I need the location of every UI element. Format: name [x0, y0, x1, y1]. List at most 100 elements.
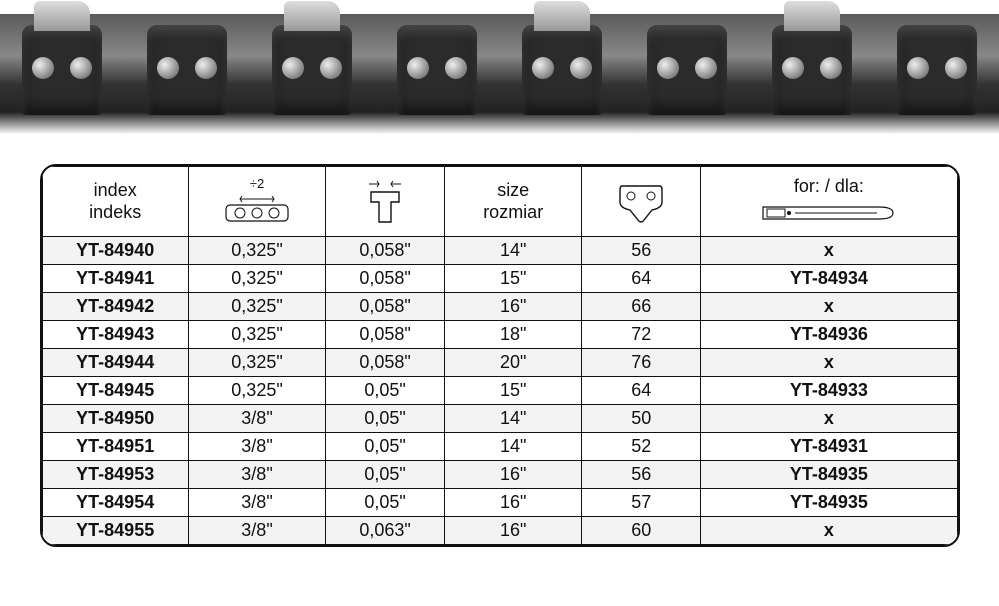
spec-table: index indeks ÷2 [42, 166, 958, 545]
table-cell: YT-84950 [42, 405, 188, 433]
table-cell: 16" [445, 489, 582, 517]
table-cell: 3/8" [188, 461, 325, 489]
table-cell: 16" [445, 517, 582, 545]
pitch-icon [220, 193, 294, 227]
guide-bar-icon [759, 199, 899, 227]
table-cell: 60 [582, 517, 701, 545]
table-cell: 15" [445, 377, 582, 405]
table-cell: 72 [582, 321, 701, 349]
gauge-icon [365, 178, 405, 226]
table-row: YT-849420,325"0,058"16"66x [42, 293, 957, 321]
table-cell: 0,325" [188, 265, 325, 293]
table-cell: 14" [445, 237, 582, 265]
table-cell: 0,325" [188, 237, 325, 265]
col-header-index: index indeks [42, 167, 188, 237]
table-cell: YT-84935 [701, 489, 957, 517]
table-cell: YT-84954 [42, 489, 188, 517]
spec-table-container: index indeks ÷2 [40, 164, 960, 547]
table-cell: 0,325" [188, 321, 325, 349]
table-cell: YT-84935 [701, 461, 957, 489]
table-cell: 0,058" [326, 349, 445, 377]
table-cell: 0,058" [326, 321, 445, 349]
table-cell: 56 [582, 461, 701, 489]
table-cell: 14" [445, 433, 582, 461]
chain-link [147, 25, 227, 115]
table-cell: YT-84951 [42, 433, 188, 461]
table-cell: YT-84943 [42, 321, 188, 349]
table-cell: 57 [582, 489, 701, 517]
table-cell: YT-84936 [701, 321, 957, 349]
chainsaw-chain-photo [0, 0, 999, 140]
table-cell: 64 [582, 377, 701, 405]
chain-link [22, 25, 102, 115]
table-cell: 3/8" [188, 433, 325, 461]
table-cell: YT-84933 [701, 377, 957, 405]
table-cell: YT-84934 [701, 265, 957, 293]
table-cell: 56 [582, 237, 701, 265]
table-row: YT-849450,325"0,05"15"64YT-84933 [42, 377, 957, 405]
table-cell: 64 [582, 265, 701, 293]
table-cell: 0,058" [326, 293, 445, 321]
table-cell: YT-84945 [42, 377, 188, 405]
table-row: YT-849513/8"0,05"14"52YT-84931 [42, 433, 957, 461]
table-cell: 76 [582, 349, 701, 377]
table-cell: 18" [445, 321, 582, 349]
table-cell: YT-84953 [42, 461, 188, 489]
pitch-divide-label: ÷2 [250, 176, 264, 192]
col-header-for: for: / dla: [701, 167, 957, 237]
table-cell: x [701, 349, 957, 377]
table-cell: 16" [445, 293, 582, 321]
table-cell: YT-84944 [42, 349, 188, 377]
table-row: YT-849553/8"0,063"16"60x [42, 517, 957, 545]
table-cell: 0,05" [326, 489, 445, 517]
table-cell: 3/8" [188, 489, 325, 517]
table-cell: 0,05" [326, 405, 445, 433]
table-cell: 3/8" [188, 405, 325, 433]
table-cell: 0,063" [326, 517, 445, 545]
table-row: YT-849543/8"0,05"16"57YT-84935 [42, 489, 957, 517]
table-cell: x [701, 237, 957, 265]
table-row: YT-849503/8"0,05"14"50x [42, 405, 957, 433]
table-body: YT-849400,325"0,058"14"56xYT-849410,325"… [42, 237, 957, 545]
chain-link [272, 25, 352, 115]
table-cell: 0,05" [326, 433, 445, 461]
table-cell: YT-84955 [42, 517, 188, 545]
table-cell: 14" [445, 405, 582, 433]
col-header-drivelinks [582, 167, 701, 237]
table-cell: 15" [445, 265, 582, 293]
header-index-text: index indeks [89, 180, 141, 223]
table-cell: 66 [582, 293, 701, 321]
col-header-gauge [326, 167, 445, 237]
chain-link [772, 25, 852, 115]
table-cell: YT-84942 [42, 293, 188, 321]
header-for-text: for: / dla: [794, 176, 864, 198]
drive-link-icon [616, 180, 666, 224]
table-row: YT-849430,325"0,058"18"72YT-84936 [42, 321, 957, 349]
chain-link [397, 25, 477, 115]
table-cell: 0,325" [188, 293, 325, 321]
table-row: YT-849440,325"0,058"20"76x [42, 349, 957, 377]
table-cell: 52 [582, 433, 701, 461]
table-cell: 20" [445, 349, 582, 377]
table-header-row: index indeks ÷2 [42, 167, 957, 237]
table-cell: 0,058" [326, 237, 445, 265]
table-cell: 0,05" [326, 377, 445, 405]
table-cell: x [701, 517, 957, 545]
table-cell: 0,05" [326, 461, 445, 489]
table-cell: 0,058" [326, 265, 445, 293]
table-cell: x [701, 293, 957, 321]
table-cell: YT-84941 [42, 265, 188, 293]
table-row: YT-849533/8"0,05"16"56YT-84935 [42, 461, 957, 489]
table-row: YT-849410,325"0,058"15"64YT-84934 [42, 265, 957, 293]
table-cell: 50 [582, 405, 701, 433]
chain-link [647, 25, 727, 115]
col-header-pitch: ÷2 [188, 167, 325, 237]
table-cell: YT-84940 [42, 237, 188, 265]
table-cell: x [701, 405, 957, 433]
header-size-text: size rozmiar [483, 180, 543, 223]
chain-link [897, 25, 977, 115]
table-cell: 16" [445, 461, 582, 489]
chain-link [522, 25, 602, 115]
table-cell: 0,325" [188, 377, 325, 405]
table-cell: 0,325" [188, 349, 325, 377]
